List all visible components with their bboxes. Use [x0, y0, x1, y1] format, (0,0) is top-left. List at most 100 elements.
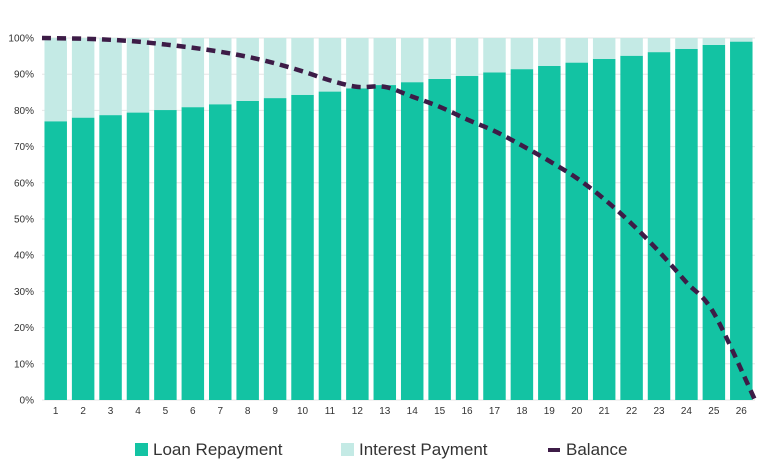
x-tick-label: 13: [379, 406, 391, 417]
y-tick-label: 50%: [14, 215, 34, 226]
bar-loan-repayment: [126, 112, 150, 401]
legend-item-balance: Balance: [548, 440, 627, 459]
x-tick-label: 1: [53, 406, 59, 417]
bar-interest-payment: [592, 38, 616, 59]
x-tick-label: 3: [108, 406, 114, 417]
bar-interest-payment: [565, 38, 588, 63]
y-tick-label: 40%: [14, 251, 34, 262]
bar-loan-repayment: [592, 58, 616, 400]
x-tick-label: 18: [516, 406, 528, 417]
bar-loan-repayment: [44, 121, 67, 400]
x-tick-label: 21: [599, 406, 611, 417]
legend-swatch-interest-payment: [341, 443, 354, 456]
bar-loan-repayment: [154, 110, 177, 401]
bar-loan-repayment: [647, 52, 671, 400]
y-tick-label: 80%: [14, 106, 34, 117]
legend-label-balance: Balance: [566, 440, 627, 459]
bar-interest-payment: [236, 38, 259, 101]
legend: Loan Repayment Interest Payment Balance: [135, 440, 627, 459]
bar-loan-repayment: [99, 115, 122, 400]
x-tick-label: 24: [681, 406, 693, 417]
x-tick-label: 23: [653, 406, 665, 417]
bar-interest-payment: [181, 38, 205, 108]
bar-loan-repayment: [181, 107, 205, 400]
bar-loan-repayment: [236, 100, 259, 400]
bar-loan-repayment: [510, 69, 534, 400]
bars: [44, 38, 753, 401]
bar-interest-payment: [428, 38, 451, 79]
x-tick-label: 16: [461, 406, 473, 417]
bar-loan-repayment: [675, 48, 698, 401]
bar-interest-payment: [99, 38, 122, 116]
bar-interest-payment: [620, 38, 643, 56]
x-tick-label: 9: [272, 406, 278, 417]
x-axis-tick-labels: 1 2 3 4 5 6 7 8 9 10 11 12 13 14 15 16 17 18 19 20 21 22 23 24 2…: [53, 406, 747, 417]
x-tick-label: 8: [245, 406, 251, 417]
bar-interest-payment: [263, 38, 287, 99]
bar-interest-payment: [483, 38, 506, 73]
bar-interest-payment: [510, 38, 534, 70]
bar-interest-payment: [71, 38, 95, 118]
x-tick-label: 17: [489, 406, 501, 417]
bar-interest-payment: [373, 38, 397, 86]
bar-loan-repayment: [538, 65, 561, 401]
x-tick-label: 19: [544, 406, 556, 417]
bar-interest-payment: [455, 38, 479, 77]
bar-loan-repayment: [428, 78, 451, 400]
bar-loan-repayment: [455, 76, 479, 400]
x-tick-label: 5: [163, 406, 169, 417]
bar-loan-repayment: [620, 55, 643, 400]
bar-interest-payment: [702, 38, 726, 45]
x-tick-label: 10: [297, 406, 309, 417]
x-tick-label: 22: [626, 406, 638, 417]
bar-loan-repayment: [400, 82, 424, 400]
x-tick-label: 26: [736, 406, 748, 417]
bar-interest-payment: [209, 38, 232, 105]
x-tick-label: 11: [325, 406, 336, 417]
x-tick-label: 15: [434, 406, 446, 417]
y-tick-label: 90%: [14, 70, 34, 81]
y-tick-label: 70%: [14, 142, 34, 153]
legend-item-loan-repayment: Loan Repayment: [135, 440, 283, 459]
bar-loan-repayment: [209, 104, 232, 400]
bar-loan-repayment: [291, 94, 314, 401]
bar-loan-repayment: [565, 62, 588, 401]
x-tick-label: 12: [352, 406, 364, 417]
x-tick-label: 6: [190, 406, 196, 417]
bar-interest-payment: [400, 38, 424, 83]
bar-interest-payment: [291, 38, 314, 95]
bar-interest-payment: [675, 38, 698, 49]
bar-loan-repayment: [346, 88, 369, 401]
balance-line-layer: [41, 35, 758, 401]
x-tick-label: 2: [80, 406, 86, 417]
y-tick-label: 100%: [8, 34, 34, 45]
x-tick-label: 4: [135, 406, 141, 417]
y-tick-label: 60%: [14, 178, 34, 189]
bar-interest-payment: [126, 38, 150, 113]
x-tick-label: 14: [407, 406, 419, 417]
legend-label-loan-repayment: Loan Repayment: [153, 440, 283, 459]
bar-loan-repayment: [318, 91, 342, 401]
x-tick-label: 7: [217, 406, 223, 417]
y-tick-label: 0%: [20, 396, 35, 407]
bar-interest-payment: [647, 38, 671, 53]
y-axis-tick-labels: 0% 10% 20% 30% 40% 50% 60% 70% 80% 90% 100%: [8, 34, 34, 407]
bar-interest-payment: [154, 38, 177, 111]
y-tick-label: 20%: [14, 323, 34, 334]
bar-interest-payment: [346, 38, 369, 89]
y-tick-label: 30%: [14, 287, 34, 298]
bar-loan-repayment: [373, 85, 397, 400]
legend-swatch-balance: [548, 448, 560, 452]
bar-interest-payment: [44, 38, 67, 122]
legend-item-interest-payment: Interest Payment: [341, 440, 488, 459]
legend-label-interest-payment: Interest Payment: [359, 440, 488, 459]
bar-loan-repayment: [730, 41, 753, 401]
balance-line: [41, 35, 758, 401]
bar-loan-repayment: [263, 98, 287, 400]
bar-loan-repayment: [483, 72, 506, 400]
x-tick-label: 25: [708, 406, 720, 417]
y-tick-label: 10%: [14, 359, 34, 370]
bar-loan-repayment: [71, 117, 95, 400]
bar-interest-payment: [538, 38, 561, 66]
